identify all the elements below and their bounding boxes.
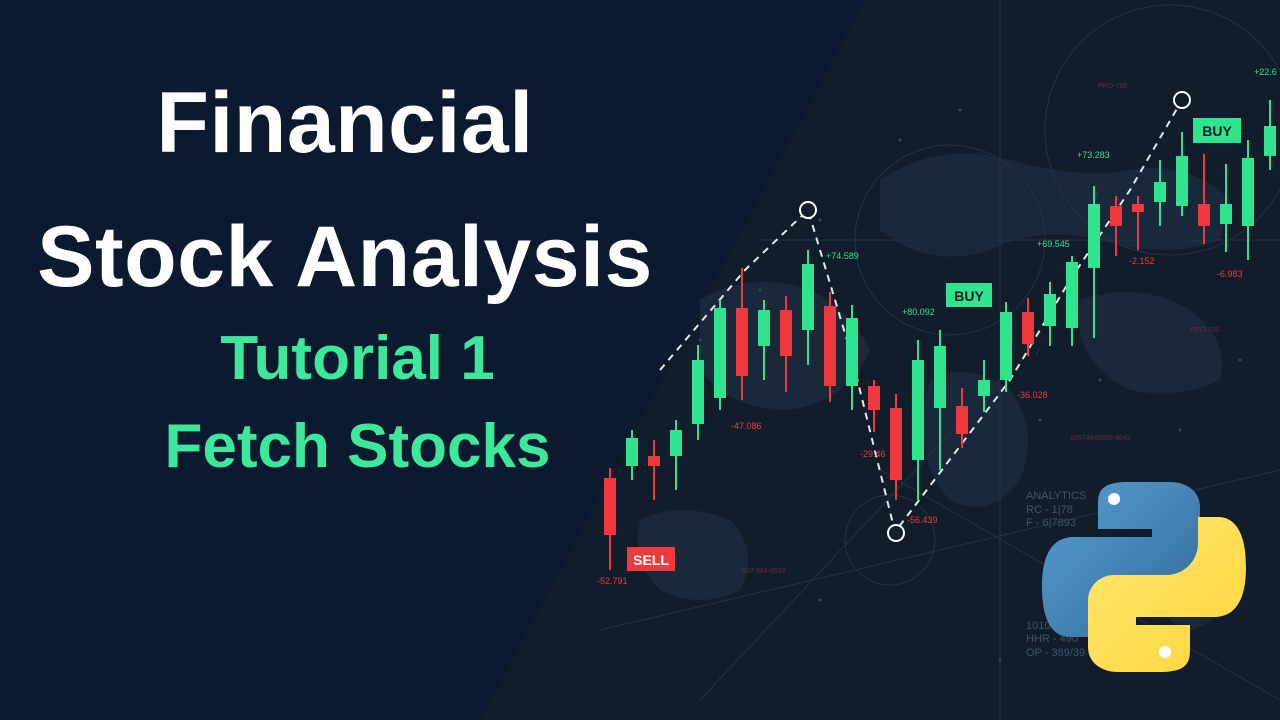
value-label: +73.283 [1077, 150, 1110, 160]
candle-body [890, 408, 902, 480]
candle-body [1220, 204, 1232, 224]
sell-badge: SELL [627, 547, 675, 571]
candle-body [846, 318, 858, 386]
analytics-label: ANALYTICS [1026, 490, 1086, 502]
svg-text:BUY: BUY [954, 288, 984, 304]
title-block: Financial Stock Analysis Tutorial 1 Fetc… [37, 75, 653, 478]
id-label-1: 16574648395-9842 [1070, 435, 1131, 442]
value-label: -52.791 [597, 576, 628, 586]
subtitle-line-2: Fetch Stocks [164, 412, 551, 481]
candle-body [648, 456, 660, 466]
value-label: -29.46 [860, 449, 886, 459]
python-logo-blue [1042, 482, 1200, 637]
f-label: F - 6|7893 [1026, 517, 1076, 529]
grid-lines [599, 0, 1280, 720]
value-label: -56.439 [907, 515, 938, 525]
buy-badge-1: BUY [946, 283, 992, 307]
op-label: OP - 389/39 [1026, 647, 1085, 659]
candle-body [1154, 182, 1166, 202]
candle-body [1132, 204, 1144, 212]
candle-body [626, 438, 638, 466]
trend-markers [799, 91, 1191, 542]
candle-body [1066, 262, 1078, 328]
candle-body [1176, 156, 1188, 206]
value-label: +80.092 [902, 307, 935, 317]
candle-body [780, 310, 792, 356]
value-label: +22.6 [1254, 67, 1277, 77]
value-label: -2.152 [1129, 256, 1155, 266]
candle-body [758, 310, 770, 346]
candle-body [736, 308, 748, 376]
buy-badge-2: BUY [1193, 118, 1241, 143]
pro-label-1: PRO-798 [1098, 83, 1127, 90]
svg-text:SELL: SELL [633, 552, 669, 568]
candle-body [868, 386, 880, 410]
candle-body [802, 264, 814, 330]
candle-body [1044, 294, 1056, 326]
candle-body [824, 306, 836, 386]
value-label: +69.545 [1037, 239, 1070, 249]
candle-body [1264, 126, 1276, 156]
candle-body [604, 478, 616, 535]
python-logo [1042, 482, 1246, 672]
candle-body [1198, 204, 1210, 226]
candle-body [1110, 206, 1122, 226]
pro-label-2: PRO-789 [1190, 327, 1219, 334]
candlesticks [604, 100, 1276, 570]
candle-body [978, 380, 990, 396]
value-label: +74.589 [826, 251, 859, 261]
value-labels: -52.791 -47.086 +74.589 -29.46 -56.439 +… [597, 67, 1277, 586]
candle-body [1000, 312, 1012, 380]
python-logo-eye-2 [1159, 646, 1171, 658]
candle-body [670, 430, 682, 456]
svg-text:BUY: BUY [1202, 123, 1232, 139]
python-logo-yellow [1088, 517, 1246, 672]
subtitle-line-1: Tutorial 1 [220, 324, 495, 393]
value-label: -6.983 [1217, 269, 1243, 279]
candle-body [912, 360, 924, 460]
title-line-2: Stock Analysis [37, 209, 653, 305]
candle-body [934, 346, 946, 408]
candle-body [1022, 312, 1034, 344]
candle-body [1242, 158, 1254, 226]
value-label: -36.028 [1017, 390, 1048, 400]
candle-body [692, 360, 704, 424]
rc-label: RC - 1|78 [1026, 504, 1073, 516]
title-line-1: Financial [156, 75, 534, 171]
grid-dots [638, 108, 1242, 662]
candle-body [714, 308, 726, 398]
python-logo-eye-1 [1108, 493, 1120, 505]
candle-body [956, 406, 968, 434]
value-label: -47.086 [731, 421, 762, 431]
candle-body [1088, 204, 1100, 268]
id-label-2: 857-964-8592 [742, 568, 786, 575]
